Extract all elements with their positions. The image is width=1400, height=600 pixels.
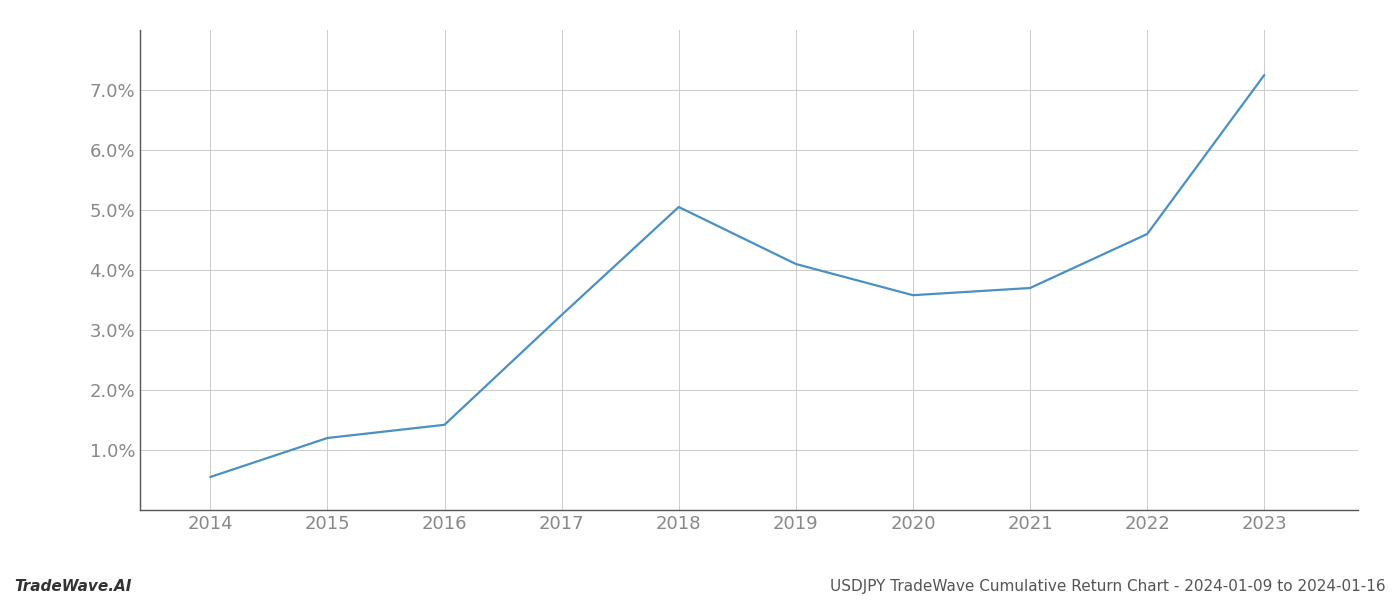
Text: TradeWave.AI: TradeWave.AI [14,579,132,594]
Text: USDJPY TradeWave Cumulative Return Chart - 2024-01-09 to 2024-01-16: USDJPY TradeWave Cumulative Return Chart… [830,579,1386,594]
